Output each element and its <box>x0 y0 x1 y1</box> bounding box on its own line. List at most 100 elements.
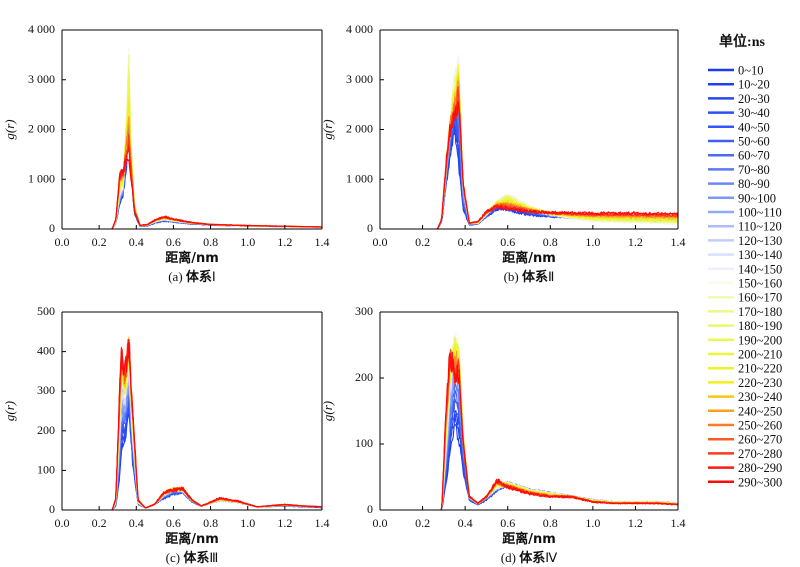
x-tick-label: 0.0 <box>373 235 388 249</box>
caption-number: Ⅲ <box>209 550 218 565</box>
caption-prefix: (b) <box>504 269 522 284</box>
series-line-120~130 <box>62 61 323 230</box>
series-line-60~70 <box>62 384 323 511</box>
y-tick-label: 1 000 <box>28 171 55 185</box>
caption-number: Ⅰ <box>212 269 216 284</box>
series-line-70~80 <box>62 88 322 230</box>
legend-label: 270~280 <box>738 447 782 461</box>
legend-label: 30~40 <box>738 106 770 120</box>
x-tick-label: 0.8 <box>543 516 558 530</box>
series-line-280~290 <box>62 338 323 511</box>
series-line-210~220 <box>380 343 679 511</box>
legend-item: 220~230 <box>708 376 782 390</box>
legend-label: 260~270 <box>738 433 782 447</box>
y-tick-label: 200 <box>355 370 373 384</box>
series-line-250~260 <box>62 351 323 511</box>
caption-number: Ⅱ <box>548 269 554 284</box>
x-tick-label: 1.4 <box>315 516 330 530</box>
legend-label: 0~10 <box>738 64 764 78</box>
legend-item: 10~20 <box>708 78 770 92</box>
legend-item: 130~140 <box>708 248 782 262</box>
series-line-180~190 <box>380 344 679 511</box>
series-line-220~230 <box>380 345 679 511</box>
legend-label: 220~230 <box>738 376 782 390</box>
series-line-70~80 <box>62 384 323 511</box>
series-line-270~280 <box>62 342 322 511</box>
legend-label: 40~50 <box>738 120 770 134</box>
y-tick-label: 4 000 <box>28 22 55 36</box>
y-tick-label: 200 <box>37 423 55 437</box>
y-axis-label: g(r) <box>2 401 17 421</box>
legend-item: 40~50 <box>708 120 770 134</box>
legend-item: 20~30 <box>708 92 770 106</box>
x-tick-label: 1.4 <box>671 516 686 530</box>
series-line-290~300 <box>62 157 323 230</box>
legend-label: 190~200 <box>738 333 782 347</box>
series-line-200~210 <box>62 351 323 511</box>
series-line-80~90 <box>62 83 323 230</box>
x-tick-label: 1.0 <box>240 516 255 530</box>
series-line-110~120 <box>62 376 323 511</box>
x-tick-label: 0.0 <box>55 235 70 249</box>
legend-item: 230~240 <box>708 390 782 404</box>
x-tick-label: 0.2 <box>415 235 430 249</box>
series-line-0~10 <box>62 407 323 511</box>
series-line-10~20 <box>62 400 323 511</box>
series-line-260~270 <box>380 348 679 511</box>
series-line-140~150 <box>62 356 323 511</box>
legend-label: 100~110 <box>738 206 782 220</box>
series-line-280~290 <box>62 144 323 230</box>
series-line-220~230 <box>62 342 323 511</box>
legend-label: 200~210 <box>738 348 782 362</box>
panel-caption: (c) 体系Ⅲ <box>166 550 219 566</box>
y-tick-label: 4 000 <box>346 22 373 36</box>
series-line-160~170 <box>62 357 322 511</box>
x-tick-label: 0.0 <box>55 516 70 530</box>
panel-caption: (d) 体系Ⅳ <box>501 550 557 566</box>
caption-number: Ⅳ <box>545 550 557 565</box>
series-line-240~250 <box>380 350 679 511</box>
series-line-160~170 <box>380 60 679 230</box>
x-tick-label: 1.2 <box>277 235 292 249</box>
series-line-80~90 <box>62 379 323 511</box>
series-line-180~190 <box>380 68 679 230</box>
legend-label: 70~80 <box>738 163 770 177</box>
legend-label: 60~70 <box>738 149 770 163</box>
series-line-10~20 <box>62 129 323 230</box>
series-line-220~230 <box>62 96 323 230</box>
x-tick-label: 0.4 <box>129 235 144 249</box>
legend-item: 290~300 <box>708 475 782 489</box>
series-line-170~180 <box>380 335 679 511</box>
x-tick-label: 0.2 <box>92 516 107 530</box>
legend-item: 180~190 <box>708 319 782 333</box>
series-line-270~280 <box>62 134 323 230</box>
series-line-190~200 <box>62 75 322 230</box>
legend-item: 80~90 <box>708 177 770 191</box>
x-tick-label: 0.6 <box>500 235 515 249</box>
x-tick-label: 0.4 <box>458 235 473 249</box>
series-line-0~10 <box>380 424 679 511</box>
series-line-140~150 <box>380 331 679 511</box>
x-axis-label: 距离/nm <box>165 531 219 547</box>
legend-item: 50~60 <box>708 135 770 149</box>
x-tick-label: 1.2 <box>277 516 292 530</box>
caption-system: 体系 <box>183 550 209 566</box>
series-line-190~200 <box>380 64 679 230</box>
x-tick-label: 0.8 <box>203 235 218 249</box>
series-line-60~70 <box>62 90 323 230</box>
legend-label: 80~90 <box>738 177 770 191</box>
x-tick-label: 0.6 <box>166 235 181 249</box>
caption-system: 体系 <box>522 269 548 285</box>
series-line-100~110 <box>62 77 323 230</box>
legend-label: 240~250 <box>738 404 782 418</box>
legend-item: 210~220 <box>708 362 782 376</box>
legend-label: 120~130 <box>738 234 782 248</box>
series-line-290~300 <box>380 352 679 511</box>
x-tick-label: 0.4 <box>129 516 144 530</box>
series-line-90~100 <box>380 362 679 511</box>
series-line-100~110 <box>62 381 323 511</box>
series-line-10~20 <box>380 414 679 511</box>
legend-label: 50~60 <box>738 135 770 149</box>
legend-label: 140~150 <box>738 262 782 276</box>
legend-item: 110~120 <box>708 220 782 234</box>
